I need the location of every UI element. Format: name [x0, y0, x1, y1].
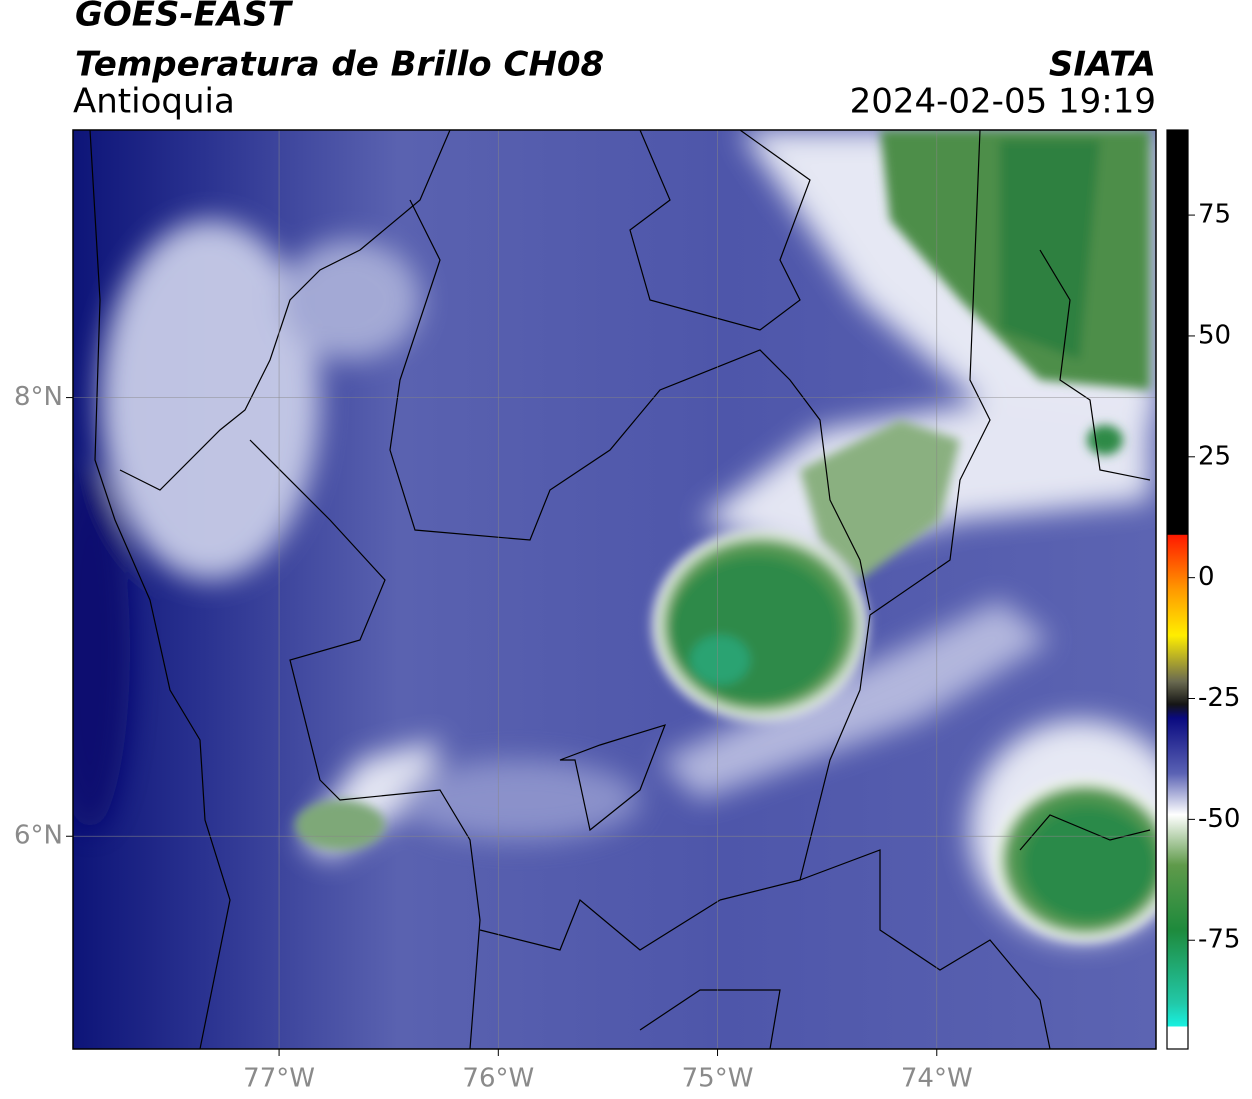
subtitle: Temperatura de Brillo CH08 — [75, 45, 604, 85]
satellite-image — [73, 130, 1156, 1049]
region: Antioquia — [73, 82, 235, 122]
grid — [73, 130, 1156, 1049]
y-tick-label: 6°N — [14, 821, 63, 851]
colorbar-tick-label: -25 — [1198, 683, 1240, 713]
y-tick-label: 8°N — [14, 382, 63, 412]
timestamp: 2024-02-05 19:19 — [850, 82, 1156, 122]
x-tick-label: 77°W — [243, 1064, 315, 1094]
colorbar-tick-label: 75 — [1198, 200, 1231, 230]
x-tick-label: 74°W — [901, 1064, 973, 1094]
colorbar-tick-label: -75 — [1198, 925, 1240, 955]
colorbar — [1166, 129, 1189, 1050]
map-frame — [72, 129, 1157, 1050]
x-tick-label: 76°W — [462, 1064, 534, 1094]
borders — [89, 130, 1151, 1049]
colorbar-tick-label: 0 — [1198, 562, 1215, 592]
x-tick-label: 75°W — [682, 1064, 754, 1094]
colorbar-tick-label: -50 — [1198, 804, 1240, 834]
source: SIATA — [1049, 45, 1156, 85]
colorbar-tick-label: 25 — [1198, 441, 1231, 471]
colorbar-tick-label: 50 — [1198, 320, 1231, 350]
title: GOES-EAST — [75, 0, 294, 35]
